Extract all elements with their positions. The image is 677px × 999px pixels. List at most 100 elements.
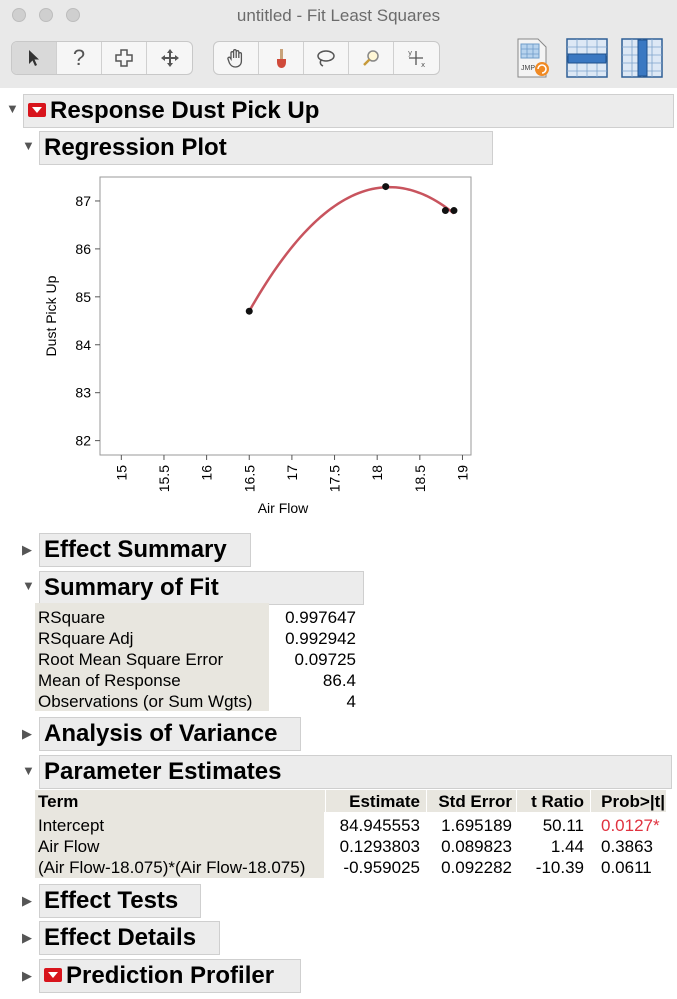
data-point[interactable] (450, 207, 458, 215)
pe-estimate: 84.945553 (339, 816, 420, 835)
plot-frame (99, 176, 472, 456)
sf-value-rmse: 0.09725 (294, 650, 356, 669)
column-divider (516, 790, 517, 812)
row-layout-icon[interactable] (565, 36, 609, 80)
pe-std-error: 0.089823 (441, 837, 512, 856)
lasso-tool-icon[interactable] (304, 42, 349, 74)
close-window-button[interactable] (12, 8, 26, 22)
pe-header-std-error[interactable]: Std Error (438, 792, 512, 811)
effect-summary-title: Effect Summary (44, 536, 227, 563)
sf-value-rsquare-adj: 0.992942 (285, 629, 356, 648)
pe-estimate: -0.959025 (343, 858, 420, 877)
disclosure-open-icon[interactable]: ▼ (22, 763, 35, 778)
pe-header-t-ratio[interactable]: t Ratio (531, 792, 584, 811)
help-tool-icon[interactable]: ? (57, 42, 102, 74)
pe-t-ratio: -10.39 (535, 858, 584, 877)
prediction-profiler-header[interactable]: Prediction Profiler (39, 959, 301, 993)
selection-tool-icon[interactable] (102, 42, 147, 74)
analysis-of-variance-title: Analysis of Variance (44, 720, 278, 747)
y-tick-label: 82 (75, 433, 91, 449)
window-title: untitled - Fit Least Squares (236, 6, 441, 25)
pe-header-term[interactable]: Term (38, 792, 79, 811)
effect-tests-title: Effect Tests (44, 887, 179, 914)
pe-term: Intercept (38, 816, 105, 835)
pe-t-ratio: 1.44 (550, 837, 584, 856)
red-triangle-menu-icon[interactable] (44, 967, 62, 982)
jmp-data-table-icon[interactable]: JMP (510, 36, 554, 80)
parameter-estimates-column-header-bar (35, 790, 666, 812)
x-tick-label: 15 (113, 465, 129, 481)
summary-of-fit-title: Summary of Fit (44, 574, 219, 601)
disclosure-closed-icon[interactable]: ▶ (22, 930, 32, 945)
disclosure-open-icon[interactable]: ▼ (22, 578, 35, 593)
response-title: Response Dust Pick Up (50, 97, 320, 124)
pe-term: (Air Flow-18.075)*(Air Flow-18.075) (38, 858, 306, 877)
regression-plot-title: Regression Plot (44, 134, 227, 161)
pe-header-estimate[interactable]: Estimate (349, 792, 420, 811)
regression-plot-header[interactable]: Regression Plot (39, 131, 493, 165)
disclosure-open-icon[interactable]: ▼ (22, 138, 35, 153)
pe-estimate: 0.1293803 (339, 837, 420, 856)
sf-value-observations: 4 (346, 692, 356, 711)
disclosure-closed-icon[interactable]: ▶ (22, 893, 32, 908)
analysis-of-variance-header[interactable]: Analysis of Variance (39, 717, 301, 751)
parameter-estimates-header[interactable]: Parameter Estimates (39, 755, 672, 789)
grabber-tool-icon[interactable] (214, 42, 259, 74)
magnifier-tool-icon[interactable] (349, 42, 394, 74)
y-tick-label: 85 (75, 289, 91, 305)
x-axis-label: Air Flow (258, 500, 309, 516)
minimize-window-button[interactable] (39, 8, 53, 22)
data-point[interactable] (245, 307, 253, 315)
sf-label-rsquare-adj: RSquare Adj (38, 629, 134, 648)
scroller-tool-icon[interactable] (147, 42, 192, 74)
y-axis-label: Dust Pick Up (43, 275, 59, 356)
tool-group-1: ? (11, 41, 193, 75)
pe-t-ratio: 50.11 (542, 816, 584, 835)
pe-prob: 0.3863 (601, 837, 653, 856)
summary-of-fit-header[interactable]: Summary of Fit (39, 571, 364, 605)
disclosure-closed-icon[interactable]: ▶ (22, 968, 32, 983)
pe-header-prob[interactable]: Prob>|t| (601, 792, 665, 811)
arrow-tool-icon[interactable] (12, 42, 57, 74)
y-tick-label: 84 (75, 337, 91, 353)
data-point[interactable] (382, 183, 390, 191)
disclosure-open-icon[interactable]: ▼ (6, 101, 19, 116)
disclosure-closed-icon[interactable]: ▶ (22, 542, 32, 557)
x-tick-label: 16.5 (241, 465, 257, 492)
zoom-window-button[interactable] (66, 8, 80, 22)
pe-prob-significant: 0.0127* (601, 816, 660, 835)
y-tick-label: 87 (75, 193, 91, 209)
disclosure-closed-icon[interactable]: ▶ (22, 726, 32, 741)
sf-value-mean-response: 86.4 (322, 671, 356, 690)
jmp-label: JMP (521, 65, 535, 72)
effect-details-header[interactable]: Effect Details (39, 921, 220, 955)
sf-label-rsquare: RSquare (38, 608, 106, 627)
pe-std-error: 1.695189 (441, 816, 512, 835)
effect-summary-header[interactable]: Effect Summary (39, 533, 251, 567)
x-tick-label: 15.5 (156, 465, 172, 492)
x-tick-label: 19 (454, 465, 470, 481)
term-column-background (35, 812, 324, 878)
x-tick-label: 18 (369, 465, 385, 481)
x-tick-label: 17 (284, 465, 300, 481)
column-layout-icon[interactable] (620, 36, 664, 80)
effect-tests-header[interactable]: Effect Tests (39, 884, 201, 918)
pe-std-error: 0.092282 (441, 858, 512, 877)
red-triangle-menu-icon[interactable] (28, 102, 46, 117)
window-titlebar: untitled - Fit Least Squares (0, 0, 677, 34)
report-content: ▼ Response Dust Pick Up ▼ Regression Plo… (0, 88, 677, 999)
data-point[interactable] (441, 207, 449, 215)
x-tick-label: 17.5 (327, 465, 343, 492)
sf-value-rsquare: 0.997647 (285, 608, 356, 627)
sf-label-mean-response: Mean of Response (38, 671, 181, 690)
x-tick-label: 18.5 (412, 465, 428, 492)
brush-tool-icon[interactable] (259, 42, 304, 74)
y-tick-label: 86 (75, 241, 91, 257)
column-divider (325, 790, 326, 812)
summary-of-fit-label-column (35, 603, 269, 711)
response-header[interactable]: Response Dust Pick Up (23, 94, 674, 128)
